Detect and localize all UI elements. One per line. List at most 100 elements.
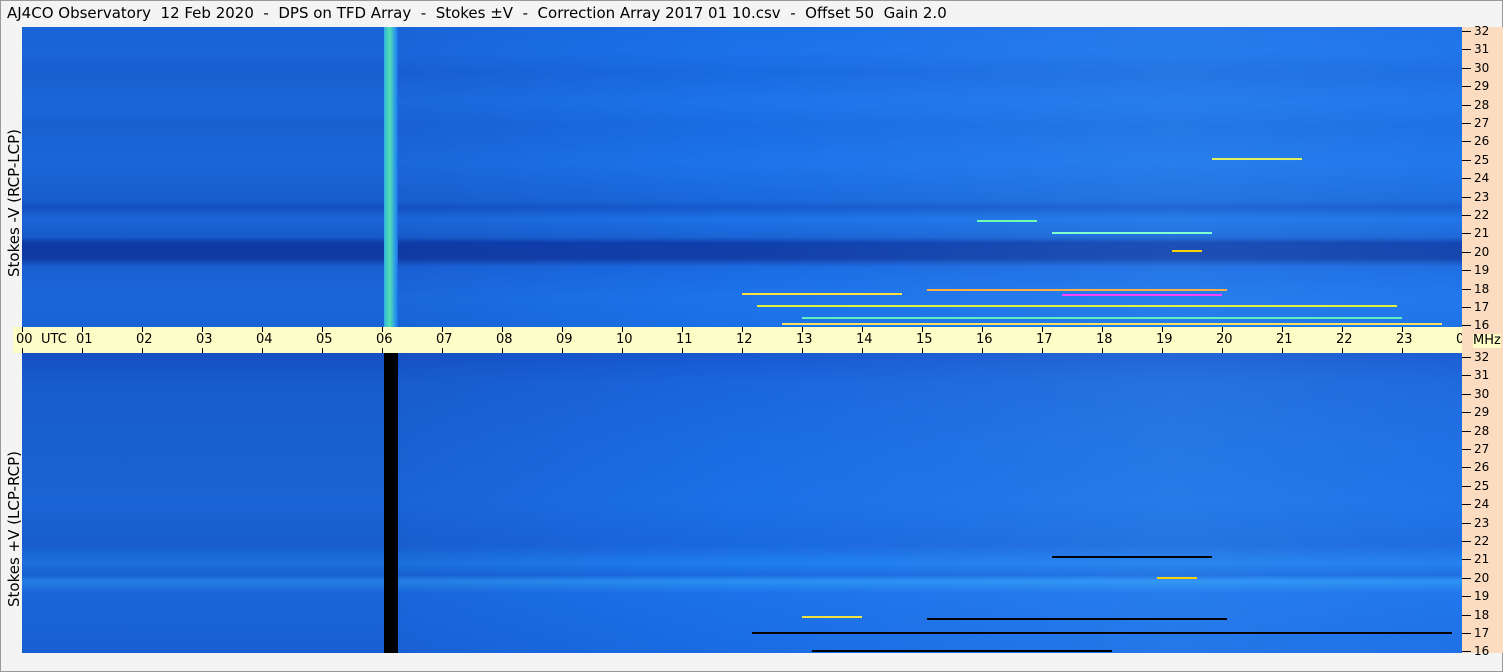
time-tick-label: 11 xyxy=(676,332,693,347)
rfi-streak xyxy=(1212,158,1302,160)
freq-tick-label: 22 xyxy=(1474,208,1490,222)
freq-tick-label: 29 xyxy=(1474,79,1490,94)
freq-tick-label: 31 xyxy=(1474,368,1490,383)
rfi-streak xyxy=(782,323,1442,325)
rfi-streak xyxy=(1052,232,1212,234)
freq-tick-label: 25 xyxy=(1474,478,1490,493)
time-tick-label: 01 xyxy=(76,332,93,347)
window-title: AJ4CO Observatory 12 Feb 2020 - DPS on T… xyxy=(7,4,947,22)
time-tick-mark xyxy=(82,327,83,332)
freq-tick-mark xyxy=(1462,577,1471,579)
time-tick-label: 14 xyxy=(856,332,873,347)
spectrogram-bottom xyxy=(22,353,1462,653)
freq-tick-label: 21 xyxy=(1474,552,1490,567)
time-tick-mark xyxy=(742,327,743,332)
freq-tick-label: 17 xyxy=(1474,626,1490,640)
time-tick-mark xyxy=(202,348,203,353)
rfi-streak xyxy=(1172,250,1202,252)
time-tick-label: 12 xyxy=(736,332,753,347)
time-tick-mark xyxy=(502,348,503,353)
freq-tick-mark xyxy=(1462,633,1471,634)
freq-tick-label: 29 xyxy=(1474,405,1490,420)
time-tick-mark xyxy=(1402,348,1403,353)
time-tick-mark xyxy=(1222,348,1223,353)
freq-tick-label: 23 xyxy=(1474,515,1490,530)
freq-tick-mark xyxy=(1462,215,1471,216)
freq-tick-mark xyxy=(1462,288,1471,290)
time-tick-label: 16 xyxy=(976,332,993,347)
rfi-streak xyxy=(752,632,1452,634)
freq-tick-label: 18 xyxy=(1474,607,1490,622)
time-tick-mark xyxy=(982,327,983,332)
time-tick-mark xyxy=(1162,348,1163,353)
time-tick-label: 03 xyxy=(196,332,213,347)
time-tick-mark xyxy=(862,327,863,332)
time-tick-label: 22 xyxy=(1336,332,1353,347)
freq-tick-mark xyxy=(1462,141,1471,143)
freq-tick-label: 28 xyxy=(1474,97,1490,112)
time-tick-mark xyxy=(682,327,683,332)
freq-tick-label: 22 xyxy=(1474,534,1490,548)
time-tick-mark xyxy=(382,327,383,332)
rfi-streak xyxy=(1052,556,1212,558)
time-tick-mark xyxy=(1102,327,1103,332)
freq-tick-mark xyxy=(1462,270,1471,272)
rfi-streak xyxy=(1157,577,1197,579)
time-tick-label: 06 xyxy=(376,332,393,347)
freq-tick-mark xyxy=(1462,251,1471,253)
time-tick-mark xyxy=(1402,327,1403,332)
freq-tick-mark xyxy=(1462,104,1471,106)
freq-tick-mark xyxy=(1462,375,1471,377)
freq-tick-mark xyxy=(1462,178,1471,180)
time-tick-label: 21 xyxy=(1276,332,1293,347)
freq-tick-label: 16 xyxy=(1474,644,1490,659)
time-tick-mark xyxy=(142,327,143,332)
time-tick-label: 05 xyxy=(316,332,333,347)
freq-tick-label: 30 xyxy=(1474,386,1490,401)
freq-tick-mark xyxy=(1462,449,1471,450)
freq-tick-mark xyxy=(1462,430,1471,432)
freq-tick-mark xyxy=(1462,504,1471,506)
freq-tick-label: 27 xyxy=(1474,442,1490,456)
rfi-streak xyxy=(812,650,1112,652)
solar-transit-line xyxy=(384,27,398,327)
freq-tick-mark xyxy=(1462,596,1471,598)
time-tick-mark xyxy=(622,348,623,353)
freq-tick-mark xyxy=(1462,559,1471,561)
freq-tick-mark xyxy=(1462,196,1471,198)
time-tick-mark xyxy=(562,327,563,332)
time-tick-mark xyxy=(82,348,83,353)
freq-tick-mark xyxy=(1462,467,1471,469)
freq-tick-label: 18 xyxy=(1474,281,1490,296)
freq-tick-mark xyxy=(1462,651,1471,653)
time-tick-label: 19 xyxy=(1156,332,1173,347)
time-tick-mark xyxy=(22,327,23,332)
time-tick-mark xyxy=(1342,348,1343,353)
time-tick-label: 23 xyxy=(1396,332,1413,347)
bottom-panel-ylabel: Stokes +V (LCP-RCP) xyxy=(5,451,23,607)
time-tick-mark xyxy=(862,348,863,353)
time-tick-label: 00 xyxy=(16,332,33,347)
time-tick-mark xyxy=(322,348,323,353)
time-tick-label: 09 xyxy=(556,332,573,347)
time-tick-mark xyxy=(922,348,923,353)
freq-tick-mark xyxy=(1462,325,1471,327)
freq-tick-mark xyxy=(1462,485,1471,487)
time-tick-mark xyxy=(1042,327,1043,332)
spectrogram-top xyxy=(22,27,1462,327)
rfi-streak xyxy=(927,289,1227,291)
time-tick-mark xyxy=(262,348,263,353)
freq-tick-mark xyxy=(1462,31,1471,32)
freq-tick-label: 31 xyxy=(1474,42,1490,57)
time-tick-mark xyxy=(562,348,563,353)
freq-tick-mark xyxy=(1462,357,1471,358)
solar-transit-line xyxy=(384,353,398,653)
freq-tick-mark xyxy=(1462,307,1471,308)
top-panel-ylabel: Stokes -V (RCP-LCP) xyxy=(5,129,23,277)
time-tick-mark xyxy=(742,348,743,353)
time-tick-mark xyxy=(622,327,623,332)
time-tick-mark xyxy=(262,327,263,332)
time-tick-mark xyxy=(502,327,503,332)
freq-tick-label: 19 xyxy=(1474,589,1490,604)
time-tick-mark xyxy=(1042,348,1043,353)
